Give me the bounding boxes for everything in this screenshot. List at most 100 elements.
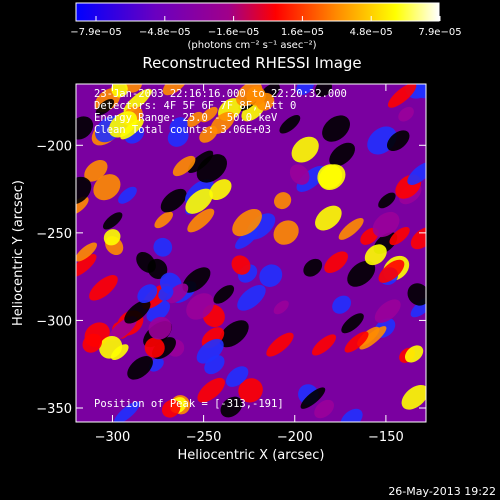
- y-tick-label: −250: [36, 227, 72, 242]
- colorbar-tick-label: 4.8e−05: [350, 27, 393, 38]
- plot-frame: [75, 83, 427, 423]
- annotation-peak: Position of Peak = [-313,-191]: [94, 398, 284, 410]
- colorbar-ticks: −7.9e−05 −4.8e−05 −1.6e−05 1.6e−05 4.8e−05 7.…: [70, 16, 462, 38]
- colorbar-tick-label: 1.6e−05: [281, 27, 324, 38]
- annotation-block: 23-Jan-2003 22:16:16.000 to 22:20:32.000…: [94, 88, 347, 410]
- image-blob: [120, 118, 144, 140]
- image-blob: [186, 111, 204, 127]
- image-blob: [289, 164, 310, 185]
- image-blob: [209, 179, 232, 201]
- image-blob: [332, 295, 352, 314]
- image-blob: [324, 251, 348, 274]
- image-blob: [273, 192, 292, 210]
- annotation-detectors: Detectors: 4F 5F 6F 7F 8F, Att 0: [94, 100, 296, 112]
- image-blob: [387, 84, 417, 108]
- image-blob: [82, 333, 103, 353]
- image-blob: [273, 300, 289, 315]
- image-blob: [200, 106, 218, 123]
- image-blob: [329, 142, 355, 167]
- image-blob: [219, 320, 249, 348]
- timestamp: 26-May-2013 19:22: [388, 485, 496, 498]
- image-blob: [76, 176, 92, 205]
- image-blob: [153, 237, 173, 257]
- image-blob: [84, 159, 108, 182]
- image-blob: [144, 337, 165, 358]
- image-blob: [374, 299, 401, 323]
- image-blob: [236, 84, 263, 107]
- image-blob: [322, 115, 350, 142]
- image-blob: [76, 242, 97, 262]
- y-tick-label: −200: [36, 139, 72, 154]
- image-blob: [187, 208, 215, 233]
- y-tick-label: −350: [36, 402, 72, 417]
- image-blob: [136, 251, 156, 273]
- image-blob: [273, 220, 299, 245]
- image-blob: [197, 377, 225, 403]
- image-blob: [95, 98, 115, 116]
- image-blob: [314, 399, 335, 419]
- image-blob: [99, 336, 123, 359]
- image-blob: [187, 150, 214, 174]
- image-blob: [137, 284, 158, 304]
- image-blob: [167, 126, 189, 147]
- colorbar-tick-label: −7.9e−05: [70, 27, 122, 38]
- image-blob: [407, 161, 426, 185]
- image-blob: [118, 186, 137, 204]
- image-blob: [114, 401, 140, 422]
- colorbar: [75, 2, 440, 22]
- image-blob: [76, 254, 97, 278]
- x-tick-label: −250: [186, 430, 222, 445]
- colorbar-units-label: (photons cm⁻² s⁻¹ asec⁻²): [187, 40, 316, 51]
- image-blob: [102, 212, 123, 230]
- annotation-method: Clean Total counts: 3.06E+03: [94, 124, 271, 136]
- image-blob: [196, 154, 228, 183]
- image-blob: [196, 338, 224, 364]
- image-blob: [300, 387, 326, 409]
- image-blob: [378, 259, 405, 283]
- image-blob: [256, 92, 275, 111]
- image-blob: [372, 211, 400, 238]
- heatmap-image: [76, 84, 426, 422]
- image-blob: [238, 378, 263, 403]
- x-tick-label: −150: [368, 430, 404, 445]
- image-blob: [231, 255, 251, 275]
- image-blob: [76, 196, 89, 215]
- image-blob: [213, 285, 235, 304]
- image-blob: [398, 106, 414, 122]
- image-blob: [166, 283, 189, 304]
- image-blob: [303, 258, 323, 277]
- image-blob: [123, 88, 152, 114]
- image-blob: [317, 164, 343, 189]
- colorbar-tick-label: 7.9e−05: [418, 27, 461, 38]
- image-blob: [93, 174, 121, 201]
- image-blob: [378, 192, 396, 209]
- image-blob: [338, 218, 364, 240]
- image-blob: [291, 136, 319, 163]
- image-blob: [186, 293, 215, 320]
- image-blob: [232, 208, 262, 237]
- image-blob: [185, 188, 213, 214]
- colorbar-tick-label: −1.6e−05: [208, 27, 260, 38]
- image-blob: [279, 115, 301, 134]
- image-blob: [158, 286, 174, 301]
- colorbar-tick-label: −4.8e−05: [139, 27, 191, 38]
- image-blob: [182, 267, 211, 293]
- x-axis-label: Heliocentric X (arcsec): [178, 448, 325, 463]
- image-blob: [386, 130, 410, 152]
- image-blob: [210, 111, 235, 134]
- x-axis-ticks: −300 −250 −200 −150: [95, 84, 404, 445]
- image-blob: [315, 205, 342, 231]
- image-blob: [124, 300, 151, 324]
- image-blob: [103, 229, 121, 246]
- annotation-time: 23-Jan-2003 22:16:16.000 to 22:20:32.000: [94, 88, 347, 100]
- image-blob: [344, 331, 369, 353]
- image-blob: [154, 211, 174, 229]
- image-blob: [225, 366, 249, 387]
- image-blob: [259, 264, 283, 287]
- image-blob: [341, 313, 364, 334]
- image-blob: [364, 244, 387, 266]
- y-tick-label: −300: [36, 314, 72, 329]
- image-blob: [235, 228, 258, 250]
- image-blob: [76, 116, 94, 140]
